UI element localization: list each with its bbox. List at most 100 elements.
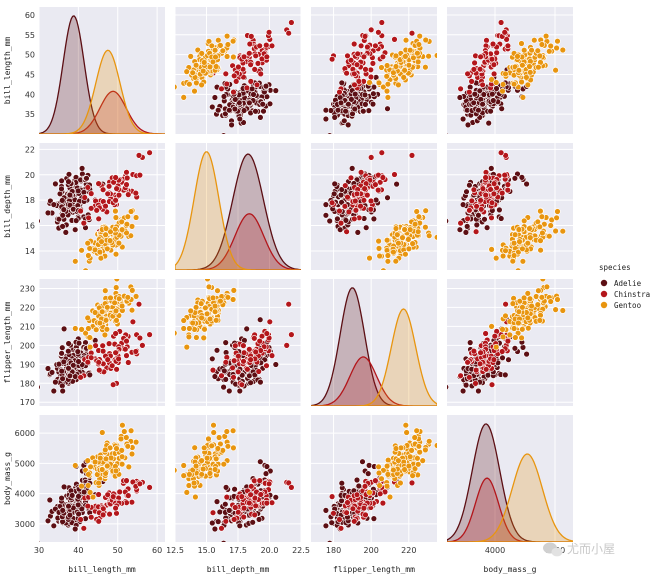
scatter-point [102,287,109,294]
scatter-point [263,330,270,337]
scatter-point [464,70,471,78]
scatter-point [183,343,191,351]
scatter-point [362,66,369,73]
scatter-point [552,66,559,74]
scatter-point [59,507,66,514]
scatter-point [478,206,485,213]
scatter-point [482,191,489,199]
scatter-point [472,380,479,387]
scatter-point [218,85,225,93]
scatter-point [192,61,200,69]
panel-background [39,7,165,134]
scatter-point [493,343,500,351]
scatter-point [230,374,237,381]
scatter-point [394,231,401,238]
scatter-point [360,107,367,115]
scatter-point [457,372,464,379]
scatter-point [129,287,136,294]
scatter-point [104,304,111,311]
scatter-point [84,457,91,464]
scatter-point [106,237,114,244]
scatter-point [175,83,178,91]
scatter-point [175,329,178,337]
scatter-point [192,304,200,311]
series-gentoo [72,279,140,351]
scatter-point [375,237,382,245]
y-tick-label: 20 [25,171,35,180]
scatter-point [472,366,480,374]
scatter-point [65,348,72,355]
scatter-point [395,240,402,247]
panel-marks [39,149,153,270]
scatter-point [447,132,449,134]
scatter-point [477,349,484,356]
scatter-point [347,174,355,182]
scatter-point [125,191,132,198]
scatter-point [515,308,523,315]
scatter-point [70,362,77,369]
scatter-point [200,465,207,473]
scatter-point [132,348,140,355]
scatter-point [283,342,290,349]
scatter-point [231,357,238,364]
watermark: 尤而小屋 [543,542,615,557]
scatter-point [499,189,506,197]
scatter-point [211,525,219,533]
scatter-point [536,52,543,60]
scatter-point [78,165,86,172]
scatter-point [62,229,70,236]
scatter-point [50,201,57,208]
scatter-point [190,479,198,487]
scatter-point [112,174,119,181]
scatter-point [559,307,566,314]
scatter-point [366,254,373,262]
y-tick-label: 50 [25,51,35,60]
scatter-point [547,298,554,305]
panels: 35 40 45 50 55 60 14 16 18 20 22 170 180 190 200 210 220… [15,7,573,555]
series-gentoo [488,207,566,270]
scatter-point [524,81,531,89]
scatter-point [107,294,114,302]
scatter-point [58,494,65,502]
scatter-point [256,337,263,345]
scatter-point [39,384,41,390]
scatter-point [219,47,227,54]
scatter-point [337,99,345,107]
scatter-point [488,76,495,83]
scatter-point [231,516,238,523]
scatter-point [288,19,295,26]
scatter-point [411,434,418,441]
scatter-point [112,197,119,204]
scatter-point [230,444,237,452]
scatter-point [240,107,248,114]
scatter-point [408,30,416,37]
scatter-point [466,182,473,189]
scatter-point [112,349,119,356]
scatter-point [220,132,227,134]
scatter-point [123,229,130,237]
scatter-point [386,493,394,501]
scatter-point [365,470,372,477]
scatter-point [215,434,223,441]
scatter-point [496,206,503,214]
scatter-point [378,64,385,71]
scatter-point [377,490,384,497]
scatter-point [503,36,510,43]
scatter-point [139,342,146,349]
scatter-point [180,472,187,479]
scatter-point [538,294,546,301]
scatter-point [132,293,140,300]
series-chinstrap [77,149,153,235]
scatter-point [112,214,120,221]
scatter-point [201,59,208,66]
scatter-point [376,252,383,260]
scatter-point [58,350,65,357]
scatter-point [414,49,421,57]
scatter-point [411,221,419,228]
scatter-point [246,499,253,507]
scatter-point [470,99,477,107]
scatter-point [395,457,402,464]
scatter-point [208,442,215,449]
scatter-point [220,540,227,542]
scatter-point [364,191,371,199]
